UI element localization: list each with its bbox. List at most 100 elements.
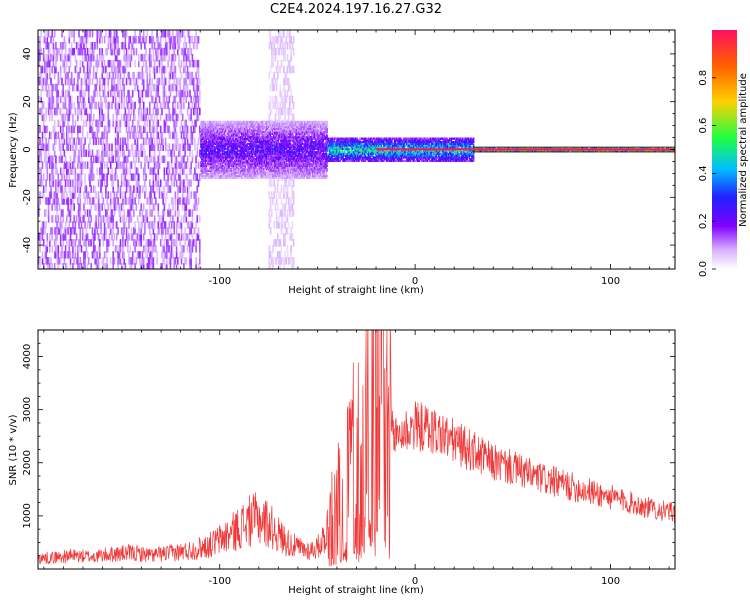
spectrogram-cell (97, 59, 100, 68)
spectrogram-cell (266, 125, 269, 129)
spectrogram-cell (239, 141, 241, 144)
spectrogram-cell (79, 191, 82, 199)
spectrogram-cell (271, 156, 273, 159)
spectrogram-cell (72, 143, 74, 151)
spectrogram-cell (247, 166, 249, 169)
spectrogram-cell (260, 122, 263, 125)
spectrogram-cell (161, 77, 163, 86)
spectrogram-cell (38, 155, 40, 163)
spectrogram-cell (279, 42, 282, 50)
spectrogram-cell (238, 168, 240, 171)
spectrogram-cell (221, 176, 223, 179)
spectrogram-cell (40, 71, 42, 80)
spectrogram-cell (232, 130, 234, 134)
spectrogram-cell (149, 65, 151, 74)
spectrogram-cell (201, 137, 203, 140)
spectrogram-cell (89, 53, 91, 62)
spectrogram-cell (201, 164, 203, 167)
spectrogram-cell (72, 125, 74, 134)
spectrogram-cell (39, 233, 41, 241)
spectrogram-cell (264, 154, 266, 157)
spectrogram-cell (133, 209, 135, 217)
spectrogram-cell (136, 71, 139, 80)
spectrogram-cell (83, 191, 85, 199)
spectrogram-cell (188, 179, 190, 187)
spectrogram-cell (144, 215, 146, 223)
spectrogram-cell (78, 71, 80, 80)
spectrogram-cell (223, 139, 225, 142)
spectrogram-cell (183, 185, 185, 193)
spectrogram-cell (285, 197, 288, 205)
spectrogram-cell (149, 155, 151, 163)
spectrogram-cell (263, 136, 265, 139)
spectrogram-cell (101, 131, 103, 140)
spectrogram-cell (97, 221, 100, 229)
spectrogram-cell (204, 130, 207, 134)
spectrogram-cell (257, 130, 259, 134)
spectrogram-cell (265, 171, 268, 174)
spectrogram-cell (39, 42, 41, 50)
spectrogram-cell (249, 147, 251, 151)
spectrogram-cell (231, 124, 233, 127)
spectrogram-cell (231, 134, 233, 137)
spectrogram-cell (167, 149, 169, 157)
spectrogram-cell (278, 257, 280, 265)
spectrogram-cell (40, 179, 42, 187)
spectrogram-cell (119, 257, 122, 265)
spectrogram-cell (124, 173, 127, 181)
spectrogram-cell (246, 146, 248, 149)
spectrogram-cell (216, 174, 218, 178)
spectrogram-cell (75, 137, 78, 145)
spectrogram-cell (162, 155, 164, 163)
spectrogram-cell (251, 129, 254, 132)
spectrogram-cell (262, 152, 264, 156)
spectrogram-cell (225, 122, 227, 125)
spectrogram-cell (278, 221, 280, 229)
spectrogram-cell (205, 174, 207, 178)
spectrogram-cell (217, 125, 219, 129)
spectrogram-cell (59, 215, 62, 223)
spectrogram-cell (289, 197, 291, 205)
spectrogram-cell (230, 146, 232, 149)
spectrogram-cell (266, 146, 269, 149)
spectrogram-cell (216, 157, 218, 161)
spectrogram-cell (70, 95, 73, 104)
spectrogram-cell (109, 161, 112, 169)
spectrogram-cell (112, 221, 114, 229)
spectrogram-cell (147, 257, 150, 265)
spectrogram-cell (241, 141, 244, 144)
spectrogram-cell (274, 77, 277, 86)
spectrogram-cell (89, 59, 91, 68)
spectrogram-cell (249, 142, 251, 146)
spectrogram-cell (46, 125, 49, 134)
spectrogram-cell (90, 113, 92, 122)
spectrogram-cell (209, 132, 211, 135)
spectrogram-cell (206, 154, 208, 157)
spectrogram-cell (53, 119, 56, 128)
spectrogram-cell (40, 155, 42, 163)
spectrogram-cell (251, 152, 254, 156)
spectrogram-cell (214, 142, 216, 146)
spectrogram-cell (70, 191, 73, 199)
spectrogram-cell (107, 107, 110, 116)
spectrogram-cell (267, 124, 270, 127)
spectrogram-cell (105, 191, 107, 199)
spectrogram-cell (70, 197, 73, 205)
spectrogram-cell (195, 155, 197, 163)
spectrogram-cell (146, 197, 149, 205)
spectrogram-cell (232, 163, 234, 166)
spectrogram-cell (62, 131, 64, 140)
spectrogram-cell (261, 122, 263, 125)
spectrogram-cell (111, 215, 113, 223)
spectrogram-cell (270, 144, 272, 147)
spectrogram-cell (125, 125, 128, 134)
spectrogram-cell (119, 251, 122, 259)
spectrogram-cell (225, 124, 227, 127)
spectrogram-cell (100, 95, 102, 104)
spectrogram-cell (118, 251, 121, 259)
spectrogram-cell (235, 171, 238, 174)
spectrogram-cell (265, 142, 267, 146)
spectrogram-cell (83, 215, 85, 223)
spectrogram-cell (199, 89, 201, 98)
spectrogram-cell (175, 30, 178, 38)
